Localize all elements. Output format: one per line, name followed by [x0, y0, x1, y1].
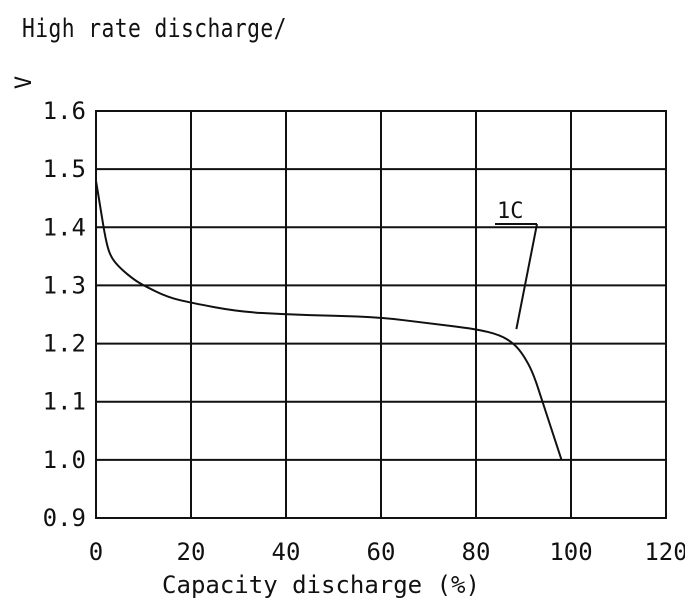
y-tick-label: 1.2 [43, 330, 86, 358]
x-tick-label: 0 [89, 538, 103, 566]
y-tick-label: 1.0 [43, 446, 86, 474]
x-axis-label: Capacity discharge (%) [162, 571, 480, 599]
annotation-label: 1C [497, 199, 524, 224]
x-tick-label: 40 [272, 538, 301, 566]
x-tick-label: 100 [549, 538, 592, 566]
y-tick-label: 1.3 [43, 271, 86, 299]
x-tick-label: 80 [462, 538, 491, 566]
x-tick-label: 120 [644, 538, 685, 566]
series-line-0 [95, 180, 563, 461]
x-tick-label: 60 [367, 538, 396, 566]
chart-title: High rate discharge/ [22, 14, 287, 44]
y-tick-label: 1.5 [43, 155, 86, 183]
y-tick-label: 1.4 [43, 213, 86, 241]
y-tick-label: 1.1 [43, 388, 86, 416]
annotation-leader-line [515, 223, 538, 330]
plot-frame [95, 110, 667, 519]
y-tick-label: 0.9 [43, 504, 86, 532]
y-tick-label: 1.6 [43, 97, 86, 125]
x-tick-label: 20 [177, 538, 206, 566]
